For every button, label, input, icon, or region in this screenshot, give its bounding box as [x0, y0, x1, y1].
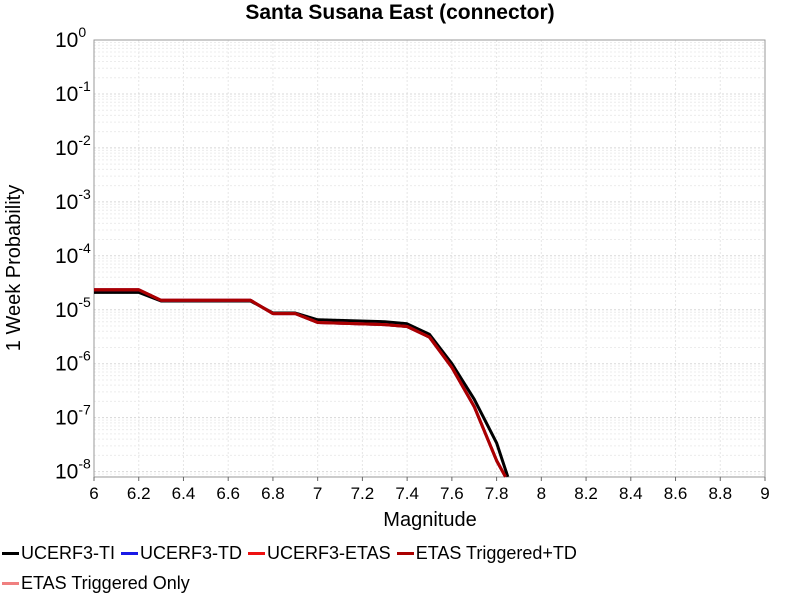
- legend-label: UCERF3-TD: [140, 542, 242, 563]
- x-tick-label: 6: [89, 484, 98, 503]
- x-tick-label: 8: [537, 484, 546, 503]
- y-tick-label: 10-4: [55, 240, 91, 268]
- legend-item-etas-triggered-only: ETAS Triggered Only: [2, 573, 190, 594]
- legend-row: ETAS Triggered Only: [2, 568, 798, 598]
- series-lines: [94, 288, 510, 478]
- series-line-etas-triggered-td: [94, 288, 507, 478]
- y-tick-label: 10-3: [55, 186, 91, 214]
- y-tick-label: 10-7: [55, 402, 91, 430]
- x-tick-label: 8.8: [708, 484, 732, 503]
- legend-swatch: [2, 551, 19, 555]
- legend-item-ucerf3-td: UCERF3-TD: [121, 543, 242, 564]
- y-tick-label: 10-2: [55, 132, 91, 160]
- legend-label: ETAS Triggered Only: [21, 572, 190, 593]
- magnitude-probability-chart: Santa Susana East (connector) 6 6.2 6.4 6.6…: [3, 1, 770, 531]
- chart-title: Santa Susana East (connector): [245, 1, 554, 24]
- legend-label: ETAS Triggered+TD: [415, 542, 577, 563]
- y-tick-label: 10-8: [55, 456, 91, 484]
- legend-row: UCERF3-TI UCERF3-TD UCERF3-ETAS ETAS Tri…: [2, 538, 798, 568]
- y-axis-ticks: 100 10-1 10-2 10-3 10-4 10-5 10-6 10-7 10-8: [55, 24, 91, 484]
- legend: UCERF3-TI UCERF3-TD UCERF3-ETAS ETAS Tri…: [2, 538, 798, 598]
- legend-swatch: [121, 551, 138, 555]
- series-line-ucerf3-ti: [94, 290, 510, 478]
- x-axis-ticks: 6 6.2 6.4 6.6 6.8 7 7.2 7.4 7.6 7.8 8 8.2 8.4 8.6 8.8 9: [89, 477, 770, 503]
- x-tick-label: 7.2: [351, 484, 375, 503]
- x-tick-label: 7.8: [485, 484, 509, 503]
- x-tick-label: 7: [313, 484, 322, 503]
- x-tick-label: 6.4: [172, 484, 196, 503]
- legend-label: UCERF3-ETAS: [267, 542, 391, 563]
- y-tick-label: 100: [55, 24, 86, 52]
- x-tick-label: 6.2: [127, 484, 151, 503]
- legend-item-etas-triggered-td: ETAS Triggered+TD: [396, 542, 577, 564]
- y-tick-label: 10-5: [55, 294, 91, 322]
- x-tick-label: 8.2: [574, 484, 598, 503]
- legend-swatch: [2, 581, 19, 585]
- x-tick-label: 7.4: [395, 484, 419, 503]
- y-axis-label: 1 Week Probability: [3, 185, 25, 351]
- x-tick-label: 8.6: [664, 484, 688, 503]
- y-tick-label: 10-6: [55, 348, 91, 376]
- legend-swatch: [396, 551, 414, 555]
- x-tick-label: 9: [760, 484, 769, 503]
- legend-swatch: [248, 551, 265, 555]
- x-axis-label: Magnitude: [383, 509, 476, 531]
- x-tick-label: 6.6: [216, 484, 240, 503]
- x-tick-label: 7.6: [440, 484, 464, 503]
- legend-item-ucerf3-ti: UCERF3-TI: [2, 543, 115, 564]
- x-tick-label: 8.4: [619, 484, 643, 503]
- plot-area-frame: [93, 39, 766, 478]
- legend-item-ucerf3-etas: UCERF3-ETAS: [248, 543, 391, 564]
- legend-label: UCERF3-TI: [21, 542, 115, 563]
- grid: [93, 40, 766, 478]
- y-tick-label: 10-1: [55, 78, 91, 106]
- x-tick-label: 6.8: [261, 484, 285, 503]
